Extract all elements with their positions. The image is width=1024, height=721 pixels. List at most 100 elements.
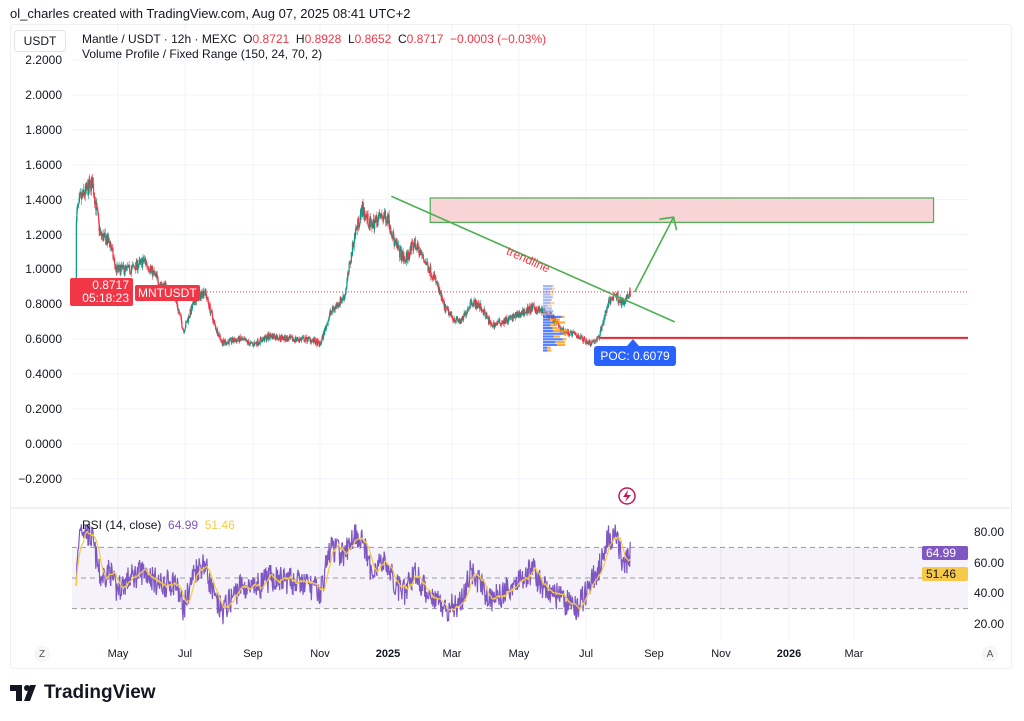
- candle: [156, 274, 159, 277]
- zoom-button[interactable]: Z: [34, 646, 50, 662]
- volume-profile-bar: [550, 293, 554, 296]
- candle: [469, 307, 471, 309]
- candle: [382, 216, 385, 222]
- candle: [255, 342, 257, 344]
- candle: [209, 304, 211, 314]
- candle: [412, 246, 415, 251]
- candle: [428, 268, 430, 273]
- currency-selector[interactable]: USDT: [14, 30, 66, 52]
- rsi-ma-value: 51.46: [204, 518, 235, 532]
- candle: [580, 335, 582, 339]
- candle: [292, 339, 294, 341]
- candle: [305, 336, 307, 340]
- candle: [133, 265, 135, 268]
- candle: [99, 229, 101, 233]
- candle: [596, 338, 599, 340]
- candle: [348, 263, 350, 273]
- candle: [148, 270, 150, 272]
- chart-frame: [10, 24, 1012, 669]
- candle: [266, 338, 268, 341]
- candle: [398, 245, 400, 251]
- candle: [532, 304, 535, 306]
- candle: [435, 276, 437, 283]
- candle: [357, 217, 360, 227]
- candle: [261, 338, 264, 343]
- candle: [391, 235, 393, 238]
- candle: [152, 270, 154, 277]
- volume-profile: [543, 285, 569, 352]
- candle: [457, 319, 459, 321]
- y-tick-label: 0.8000: [25, 297, 62, 312]
- candle: [610, 298, 612, 304]
- x-tick-label: Nov: [310, 648, 330, 660]
- candle: [123, 267, 125, 275]
- candle: [91, 177, 94, 189]
- candle: [392, 231, 395, 239]
- candle: [194, 300, 196, 306]
- y-tick-label: 1.2000: [25, 227, 62, 242]
- candle: [150, 267, 152, 270]
- rsi-legend[interactable]: RSI (14, close) 64.99 51.46: [82, 518, 235, 532]
- candle: [597, 336, 599, 339]
- volume-profile-bar: [552, 285, 554, 288]
- candle: [241, 338, 243, 340]
- candle: [360, 209, 362, 216]
- logo-text: TradingView: [44, 682, 156, 703]
- x-tick-label: 2025: [375, 648, 401, 660]
- candle: [507, 317, 510, 322]
- candle: [395, 240, 397, 242]
- candle: [344, 295, 346, 300]
- candle: [201, 297, 204, 299]
- rsi-ma-value-tag: 51.46: [922, 567, 968, 581]
- candle: [76, 207, 79, 210]
- candle: [214, 323, 216, 326]
- candle: [221, 340, 224, 346]
- candle: [274, 335, 276, 339]
- candle: [89, 180, 91, 188]
- auto-scale-button[interactable]: A: [982, 646, 998, 662]
- candle: [375, 217, 377, 220]
- candle: [327, 320, 330, 322]
- volume-profile-bar: [543, 293, 551, 296]
- last-price: 0.8717: [92, 278, 129, 292]
- candle: [280, 339, 282, 341]
- candle: [226, 342, 229, 343]
- candle: [89, 180, 91, 182]
- candle: [201, 291, 203, 298]
- candle: [440, 290, 442, 293]
- candle: [315, 339, 317, 341]
- volume-profile-bar: [550, 301, 555, 304]
- candle: [525, 312, 527, 314]
- indicator-legend[interactable]: Volume Profile / Fixed Range (150, 24, 7…: [82, 47, 323, 61]
- candle: [226, 342, 228, 345]
- candle: [145, 260, 147, 265]
- candle: [575, 335, 577, 337]
- candle: [381, 213, 383, 217]
- candle: [436, 281, 439, 287]
- candle: [211, 310, 213, 314]
- candle: [430, 266, 432, 277]
- candle: [477, 302, 479, 308]
- candle: [111, 247, 113, 250]
- candle: [257, 339, 259, 345]
- candle: [320, 343, 322, 345]
- candle: [612, 294, 615, 300]
- candle: [470, 300, 472, 303]
- volume-profile-bar: [553, 321, 566, 324]
- candle: [623, 303, 625, 305]
- candle: [120, 267, 122, 275]
- candle: [149, 267, 151, 273]
- candle: [535, 307, 537, 314]
- change-value: −0.0003 (−0.03%): [450, 32, 547, 46]
- candle: [582, 338, 585, 342]
- candle: [246, 339, 248, 342]
- candle: [500, 323, 502, 326]
- candle: [252, 343, 255, 346]
- candle: [359, 223, 361, 226]
- volume-profile-bar: [549, 290, 555, 293]
- candle: [260, 338, 262, 342]
- candle: [220, 339, 222, 341]
- candle: [350, 262, 352, 265]
- candle: [516, 312, 518, 317]
